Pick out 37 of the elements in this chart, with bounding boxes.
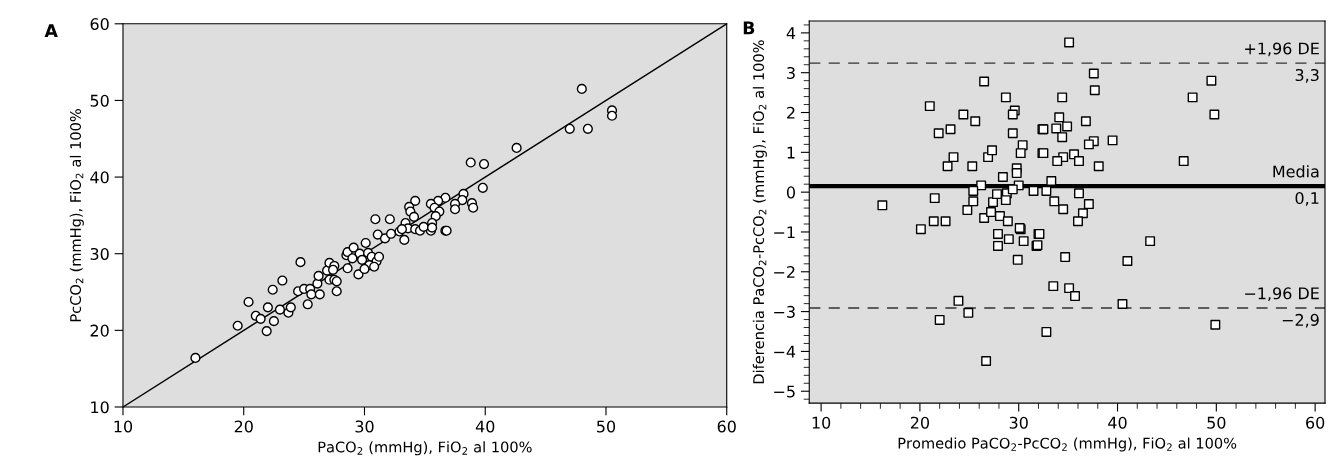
x-tick-label: 10 xyxy=(812,416,831,429)
ref-line-label: +1,96 DE 3,3 xyxy=(1245,42,1319,83)
y-tick-label: −2 xyxy=(774,265,795,278)
y-tick-label: −1 xyxy=(774,226,795,239)
ref-line-label: −1,96 DE −2,9 xyxy=(1245,287,1319,328)
y-tick-label: 40 xyxy=(90,171,109,184)
x-tick-label: 30 xyxy=(355,420,374,433)
y-tick-label: 2 xyxy=(787,106,795,119)
x-tick-label: 60 xyxy=(717,420,736,433)
x-tick-label: 40 xyxy=(1108,416,1127,429)
x-tick-label: 20 xyxy=(234,420,253,433)
y-tick-label: −4 xyxy=(774,345,796,358)
x-tick-label: 20 xyxy=(910,416,930,429)
y-tick-label: 20 xyxy=(90,324,109,337)
y-tick-label: 60 xyxy=(90,18,109,31)
y-tick-label: 3 xyxy=(787,66,795,79)
x-tick-label: 50 xyxy=(1207,416,1226,429)
y-tick-label: 50 xyxy=(90,94,109,107)
y-tick-label: 1 xyxy=(787,146,795,159)
y-tick-label: −5 xyxy=(774,385,795,398)
text: A xyxy=(44,24,58,37)
x-tick-label: 60 xyxy=(1306,416,1325,429)
x-axis-title: PaCO$_{2}$ (mmHg), FiO$_{2}$ al 100% xyxy=(318,441,532,456)
y-tick-label: 10 xyxy=(91,401,109,414)
ref-line-label: Media 0,1 xyxy=(1273,165,1319,206)
x-tick-label: 40 xyxy=(475,420,495,433)
y-tick-label: −3 xyxy=(774,305,795,318)
x-axis-title: Promedio PaCO$_{2}$-PcCO$_{2}$ (mmHg), FiO$_{2}$ al 100% xyxy=(898,437,1237,452)
x-tick-label: 30 xyxy=(1009,416,1028,429)
x-tick-label: 10 xyxy=(114,420,133,433)
y-tick-label: 4 xyxy=(786,27,796,39)
y-tick-label: 30 xyxy=(90,247,109,260)
y-axis-title: PcCO$_{2}$ (mmHg), FiO$_{2}$ al 100% xyxy=(69,109,84,322)
x-tick-label: 50 xyxy=(597,420,616,433)
y-tick-label: 0 xyxy=(786,186,795,199)
text: B xyxy=(743,21,755,35)
y-axis-title: Diferencia PaCO$_{2}$-PcCO$_{2}$ (mmHg), FiO$_{2}$ al 100% xyxy=(752,40,767,384)
